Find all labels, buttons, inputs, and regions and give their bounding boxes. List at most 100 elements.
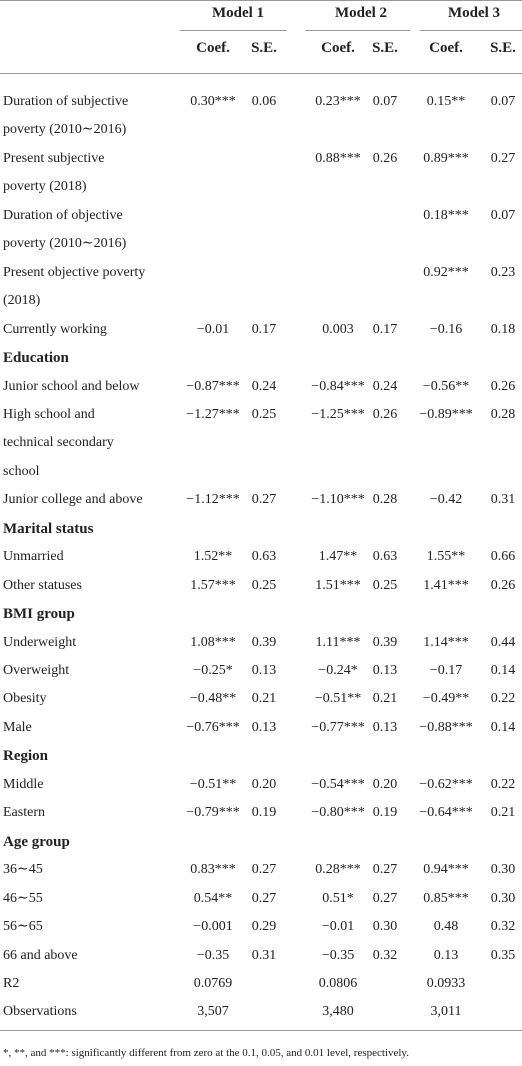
rule bbox=[420, 30, 522, 31]
cell: 0.31 bbox=[251, 947, 277, 963]
cell: −1.10*** bbox=[311, 492, 365, 508]
cell: 0.29 bbox=[251, 919, 277, 935]
cell: −0.76*** bbox=[186, 719, 240, 735]
cell: 0.20 bbox=[251, 776, 277, 792]
row-label: Middle bbox=[3, 776, 44, 792]
cell: 0.13 bbox=[251, 663, 277, 678]
section-label: Region bbox=[3, 748, 48, 765]
cell: 0.0806 bbox=[318, 975, 358, 991]
row-label: Underweight bbox=[3, 634, 77, 650]
cell: 0.27 bbox=[372, 890, 398, 906]
cell: 0.26 bbox=[490, 577, 516, 593]
cell: 0.24 bbox=[372, 378, 398, 394]
row-label: Unmarried bbox=[3, 549, 64, 565]
cell: 0.07 bbox=[372, 94, 398, 109]
cell: −1.25*** bbox=[311, 406, 365, 422]
cell: 0.30 bbox=[372, 919, 398, 935]
row-label: Junior school and below bbox=[3, 378, 140, 394]
cell: −1.27*** bbox=[186, 406, 240, 422]
row-label: Obesity bbox=[3, 691, 47, 707]
row-label: Eastern bbox=[3, 805, 45, 821]
row-label: Junior college and above bbox=[3, 492, 143, 508]
cell: 0.35 bbox=[490, 947, 516, 963]
cell: 0.63 bbox=[372, 549, 398, 565]
column-header: S.E. bbox=[490, 40, 516, 56]
row-label: Observations bbox=[3, 1004, 77, 1020]
section-label: Education bbox=[3, 350, 69, 367]
cell: 0.22 bbox=[490, 776, 516, 792]
cell: 0.06 bbox=[251, 94, 277, 109]
cell: 0.0769 bbox=[193, 975, 233, 991]
column-header: Coef. bbox=[196, 40, 230, 56]
cell: −0.54*** bbox=[311, 776, 365, 792]
cell: 0.32 bbox=[372, 947, 398, 963]
cell: 0.13 bbox=[433, 947, 459, 963]
cell: 0.13 bbox=[251, 719, 277, 735]
cell: 0.28 bbox=[372, 492, 398, 508]
row-label: poverty (2018) bbox=[3, 179, 87, 195]
row-label: 56∼65 bbox=[3, 919, 43, 935]
row-label: school bbox=[3, 463, 40, 479]
row-label: Overweight bbox=[3, 663, 70, 678]
cell: 0.28 bbox=[490, 406, 516, 422]
cell: 1.52** bbox=[193, 549, 233, 565]
cell: 0.15** bbox=[426, 94, 466, 109]
cell: 1.41*** bbox=[423, 577, 469, 593]
cell: −0.87*** bbox=[186, 378, 240, 394]
cell: 1.11*** bbox=[315, 634, 361, 650]
cell: −0.77*** bbox=[311, 719, 365, 735]
cell: −0.88*** bbox=[419, 719, 473, 735]
cell: 0.92*** bbox=[423, 264, 469, 280]
cell: 0.13 bbox=[372, 719, 398, 735]
row-label: R2 bbox=[3, 975, 20, 991]
cell: 0.44 bbox=[490, 634, 516, 650]
cell: −0.62*** bbox=[419, 776, 473, 792]
cell: 0.21 bbox=[251, 691, 277, 707]
cell: 1.57*** bbox=[190, 577, 236, 593]
cell: 0.89*** bbox=[423, 150, 469, 166]
row-label: poverty (2010∼2016) bbox=[3, 236, 127, 252]
section-label: BMI group bbox=[3, 606, 75, 623]
cell: 0.07 bbox=[490, 207, 516, 223]
cell: −0.51** bbox=[314, 691, 362, 707]
row-label: 36∼45 bbox=[3, 862, 43, 878]
model-header: Model 2 bbox=[334, 5, 388, 21]
row-label: poverty (2010∼2016) bbox=[3, 122, 127, 138]
cell: 0.18*** bbox=[423, 207, 469, 223]
cell: 0.24 bbox=[251, 378, 277, 394]
rule bbox=[0, 0, 522, 1]
rule bbox=[305, 30, 410, 31]
cell: 1.51*** bbox=[315, 577, 361, 593]
cell: 0.27 bbox=[251, 492, 277, 508]
cell: −0.24* bbox=[318, 663, 358, 678]
cell: 0.25 bbox=[372, 577, 398, 593]
cell: −0.48** bbox=[189, 691, 237, 707]
row-label: Present subjective bbox=[3, 150, 105, 166]
cell: 0.27 bbox=[251, 862, 277, 878]
cell: −0.49** bbox=[422, 691, 470, 707]
cell: 0.17 bbox=[372, 321, 398, 337]
section-label: Marital status bbox=[3, 520, 94, 537]
cell: 0.21 bbox=[490, 805, 516, 821]
cell: −0.16 bbox=[429, 321, 463, 337]
cell: −0.51** bbox=[189, 776, 237, 792]
cell: 3,480 bbox=[322, 1004, 354, 1020]
cell: 0.28*** bbox=[315, 862, 361, 878]
cell: 0.94*** bbox=[423, 862, 469, 878]
column-header: Coef. bbox=[429, 40, 463, 56]
cell: 3,011 bbox=[430, 1004, 462, 1020]
cell: −0.25* bbox=[193, 663, 233, 678]
row-label: 66 and above bbox=[3, 947, 78, 963]
cell: 0.32 bbox=[490, 919, 516, 935]
row-label: 46∼55 bbox=[3, 890, 43, 906]
cell: 0.20 bbox=[372, 776, 398, 792]
cell: 0.30*** bbox=[190, 94, 236, 109]
cell: −1.12*** bbox=[186, 492, 240, 508]
rule bbox=[0, 73, 522, 74]
column-header: S.E. bbox=[372, 40, 398, 56]
cell: 0.25 bbox=[251, 577, 277, 593]
cell: 1.47** bbox=[318, 549, 358, 565]
cell: 0.27 bbox=[251, 890, 277, 906]
cell: −0.17 bbox=[429, 663, 463, 678]
